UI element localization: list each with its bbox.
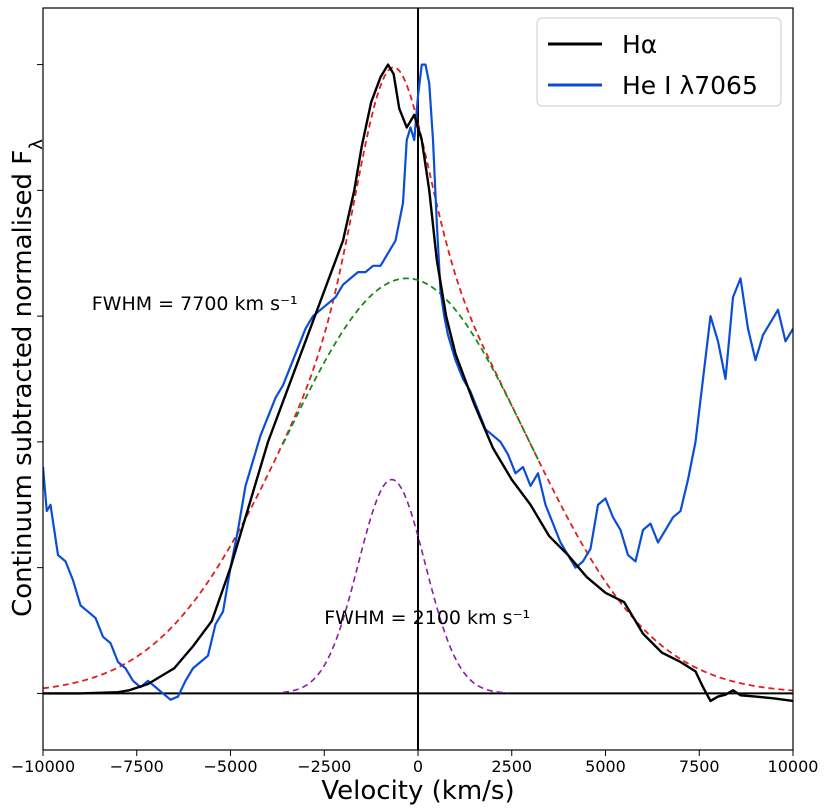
series-layer xyxy=(43,63,793,703)
x-tick-label: −7500 xyxy=(110,757,164,776)
x-tick-label: −5000 xyxy=(203,757,257,776)
legend-label-halpha: Hα xyxy=(622,30,657,59)
narrow-component-curve xyxy=(282,478,509,694)
halpha-line xyxy=(43,63,793,703)
x-axis-label: Velocity (km/s) xyxy=(321,776,514,806)
x-axis-ticks: −10000 −7500 −5000 −2500 0 2500 5000 7500 10000 xyxy=(11,750,819,776)
x-tick-label: 0 xyxy=(413,757,423,776)
broad-component-curve xyxy=(282,277,539,460)
fwhm-broad-annotation: FWHM = 7700 km s⁻¹ xyxy=(92,293,298,315)
x-tick-label: 7500 xyxy=(679,757,720,776)
x-tick-label: 10000 xyxy=(768,757,819,776)
fwhm-narrow-annotation: FWHM = 2100 km s⁻¹ xyxy=(324,607,530,629)
y-axis-label: Continuum subtracted normalised Fλ xyxy=(8,139,47,617)
x-tick-label: −2500 xyxy=(297,757,351,776)
hei-7065-line xyxy=(43,63,793,701)
x-tick-label: 2500 xyxy=(491,757,532,776)
x-tick-label: −10000 xyxy=(11,757,75,776)
total-fit-curve xyxy=(43,66,793,692)
legend: Hα He I λ7065 xyxy=(536,17,782,107)
x-tick-label: 5000 xyxy=(585,757,626,776)
legend-label-hei: He I λ7065 xyxy=(622,71,758,100)
y-axis-ticks xyxy=(37,64,43,694)
